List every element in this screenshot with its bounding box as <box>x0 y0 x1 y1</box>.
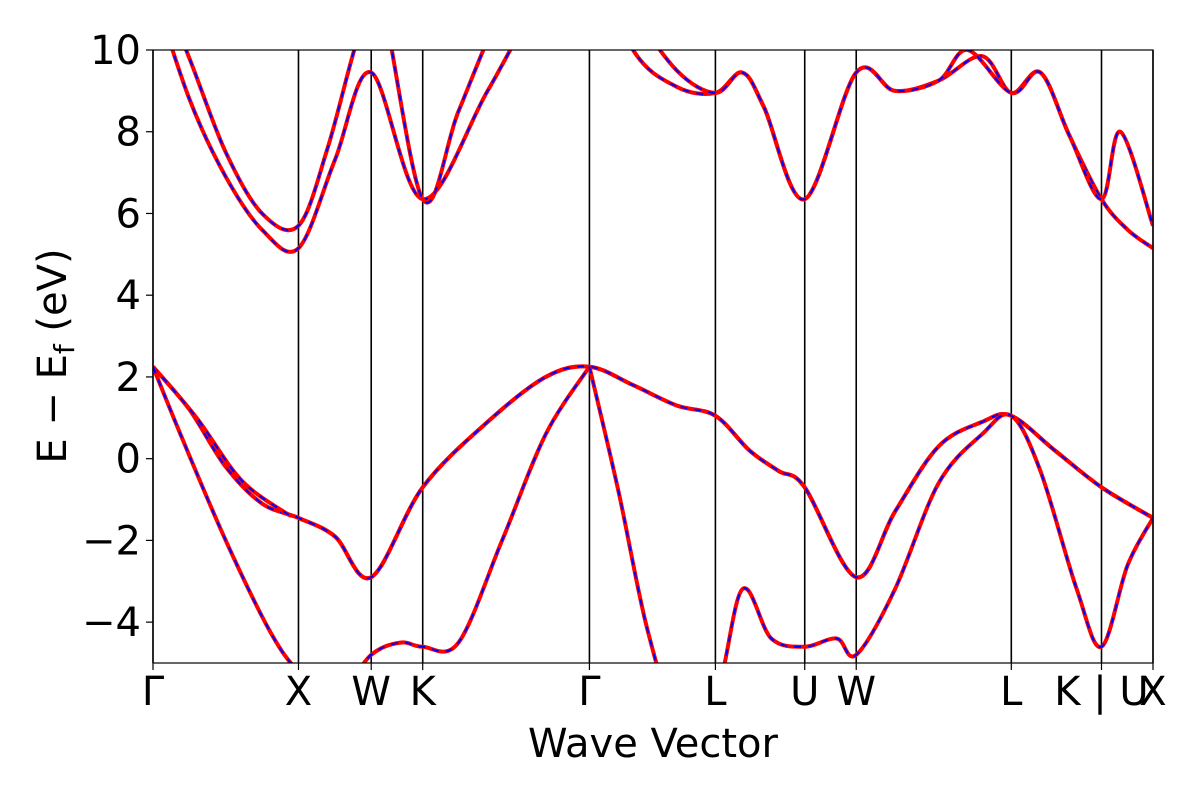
x-tick-label: U <box>790 669 819 715</box>
x-tick-label: Γ <box>578 669 601 715</box>
y-axis-title: E − Ef (eV) <box>30 248 81 463</box>
x-tick-label: X <box>1139 669 1166 715</box>
y-tick-label: 0 <box>116 437 141 483</box>
x-tick-label: W <box>836 669 876 715</box>
band-line-solid <box>153 364 1153 581</box>
x-axis-title: Wave Vector <box>528 721 779 767</box>
x-tick-label: L <box>1000 669 1023 715</box>
band-line-solid <box>153 364 1153 581</box>
band-line-dashed <box>185 50 1153 232</box>
y-tick-label: 8 <box>116 110 141 156</box>
band-line-dashed <box>588 366 1153 663</box>
x-tick-label: Γ <box>142 669 165 715</box>
kpoint-lines <box>152 50 1154 663</box>
y-tick-label: 6 <box>116 191 141 237</box>
plot-frame <box>152 49 1154 664</box>
y-tick-label: −2 <box>82 518 141 564</box>
y-axis: −4 −2 0 2 4 6 8 10 <box>82 28 153 646</box>
x-tick-label: K <box>410 669 438 715</box>
x-tick-label: K | U <box>1054 669 1148 715</box>
y-tick-label: 10 <box>90 28 141 74</box>
band-line-dashed <box>153 365 1153 580</box>
x-tick-label: L <box>704 669 727 715</box>
band-line-dashed <box>153 366 591 663</box>
y-axis-title-subscript: f <box>48 343 81 354</box>
y-axis-title-unit: (eV) <box>30 248 76 344</box>
bands <box>153 50 1153 663</box>
y-tick-label: 2 <box>116 355 141 401</box>
y-axis-title-main: E − E <box>30 354 76 464</box>
band-line-dashed <box>171 50 1153 253</box>
y-tick-label: 4 <box>116 273 141 319</box>
y-tick-label: −4 <box>82 600 141 646</box>
x-tick-label: W <box>351 669 391 715</box>
band-line-solid <box>183 50 1153 233</box>
band-line-dashed <box>153 365 1153 580</box>
band-line-solid <box>587 366 1153 663</box>
band-line-solid <box>170 50 1153 254</box>
x-tick-label: X <box>285 669 312 715</box>
